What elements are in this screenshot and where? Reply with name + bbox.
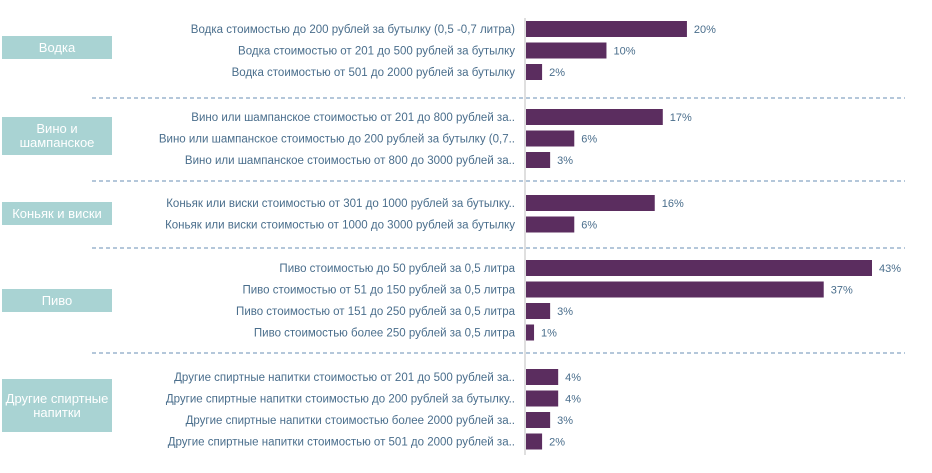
category-label: Водка стоимостью от 501 до 2000 рублей з… (232, 67, 516, 79)
data-label: 2% (549, 437, 565, 449)
bar (526, 303, 551, 319)
category-label: Пиво стоимостью от 51 до 150 рублей за 0… (242, 285, 515, 297)
bar (526, 42, 607, 59)
category-label: Коньяк или виски стоимостью от 1000 до 3… (165, 220, 515, 232)
category-label: Другие спиртные напитки стоимостью до 20… (166, 394, 515, 406)
data-label: 3% (557, 155, 573, 167)
category-label: Коньяк или виски стоимостью от 301 до 10… (166, 198, 515, 210)
category-label: Другие спиртные напитки стоимостью от 50… (168, 437, 515, 449)
bar (526, 130, 575, 147)
bar (526, 21, 687, 37)
data-label: 3% (557, 415, 573, 427)
bar (526, 64, 543, 80)
data-label: 10% (613, 46, 635, 58)
data-label: 20% (694, 24, 716, 36)
group-label: Пиво (2, 289, 112, 312)
data-label: 37% (831, 285, 853, 297)
category-label: Вино или шампанское стоимостью от 201 до… (191, 112, 515, 124)
data-label: 3% (557, 306, 573, 318)
group-label: Вино и шампанское (2, 117, 112, 155)
bar (526, 260, 872, 276)
category-label: Другие спиртные напитки стоимостью более… (186, 415, 515, 427)
group-label: Водка (2, 36, 112, 59)
bar (526, 109, 663, 125)
bar (526, 216, 575, 233)
data-label: 17% (670, 112, 692, 124)
bar (526, 433, 543, 450)
data-label: 1% (541, 328, 557, 340)
data-label: 4% (565, 372, 581, 384)
bar (526, 369, 559, 385)
bar (526, 281, 824, 298)
category-label: Другие спиртные напитки стоимостью от 20… (174, 372, 515, 384)
category-label: Водка стоимостью до 200 рублей за бутылк… (191, 24, 515, 36)
bar (526, 324, 535, 341)
bar (526, 152, 551, 168)
data-label: 6% (581, 220, 597, 232)
data-label: 2% (549, 67, 565, 79)
bar (526, 195, 655, 211)
category-label: Пиво стоимостью до 50 рублей за 0,5 литр… (279, 263, 515, 275)
data-label: 4% (565, 394, 581, 406)
category-label: Пиво стоимостью более 250 рублей за 0,5 … (254, 328, 516, 340)
data-label: 6% (581, 134, 597, 146)
group-label: Коньяк и виски (2, 202, 112, 225)
data-label: 16% (662, 198, 684, 210)
category-label: Водка стоимостью от 201 до 500 рублей за… (238, 46, 515, 58)
data-label: 43% (879, 263, 901, 275)
category-label: Вино или шампанское стоимостью от 800 до… (185, 155, 515, 167)
category-label: Пиво стоимостью от 151 до 250 рублей за … (236, 306, 516, 318)
group-label: Другие спиртные напитки (2, 379, 112, 432)
bar (526, 390, 559, 407)
category-label: Вино или шампанское стоимостью до 200 ру… (159, 134, 515, 146)
bar (526, 412, 551, 428)
